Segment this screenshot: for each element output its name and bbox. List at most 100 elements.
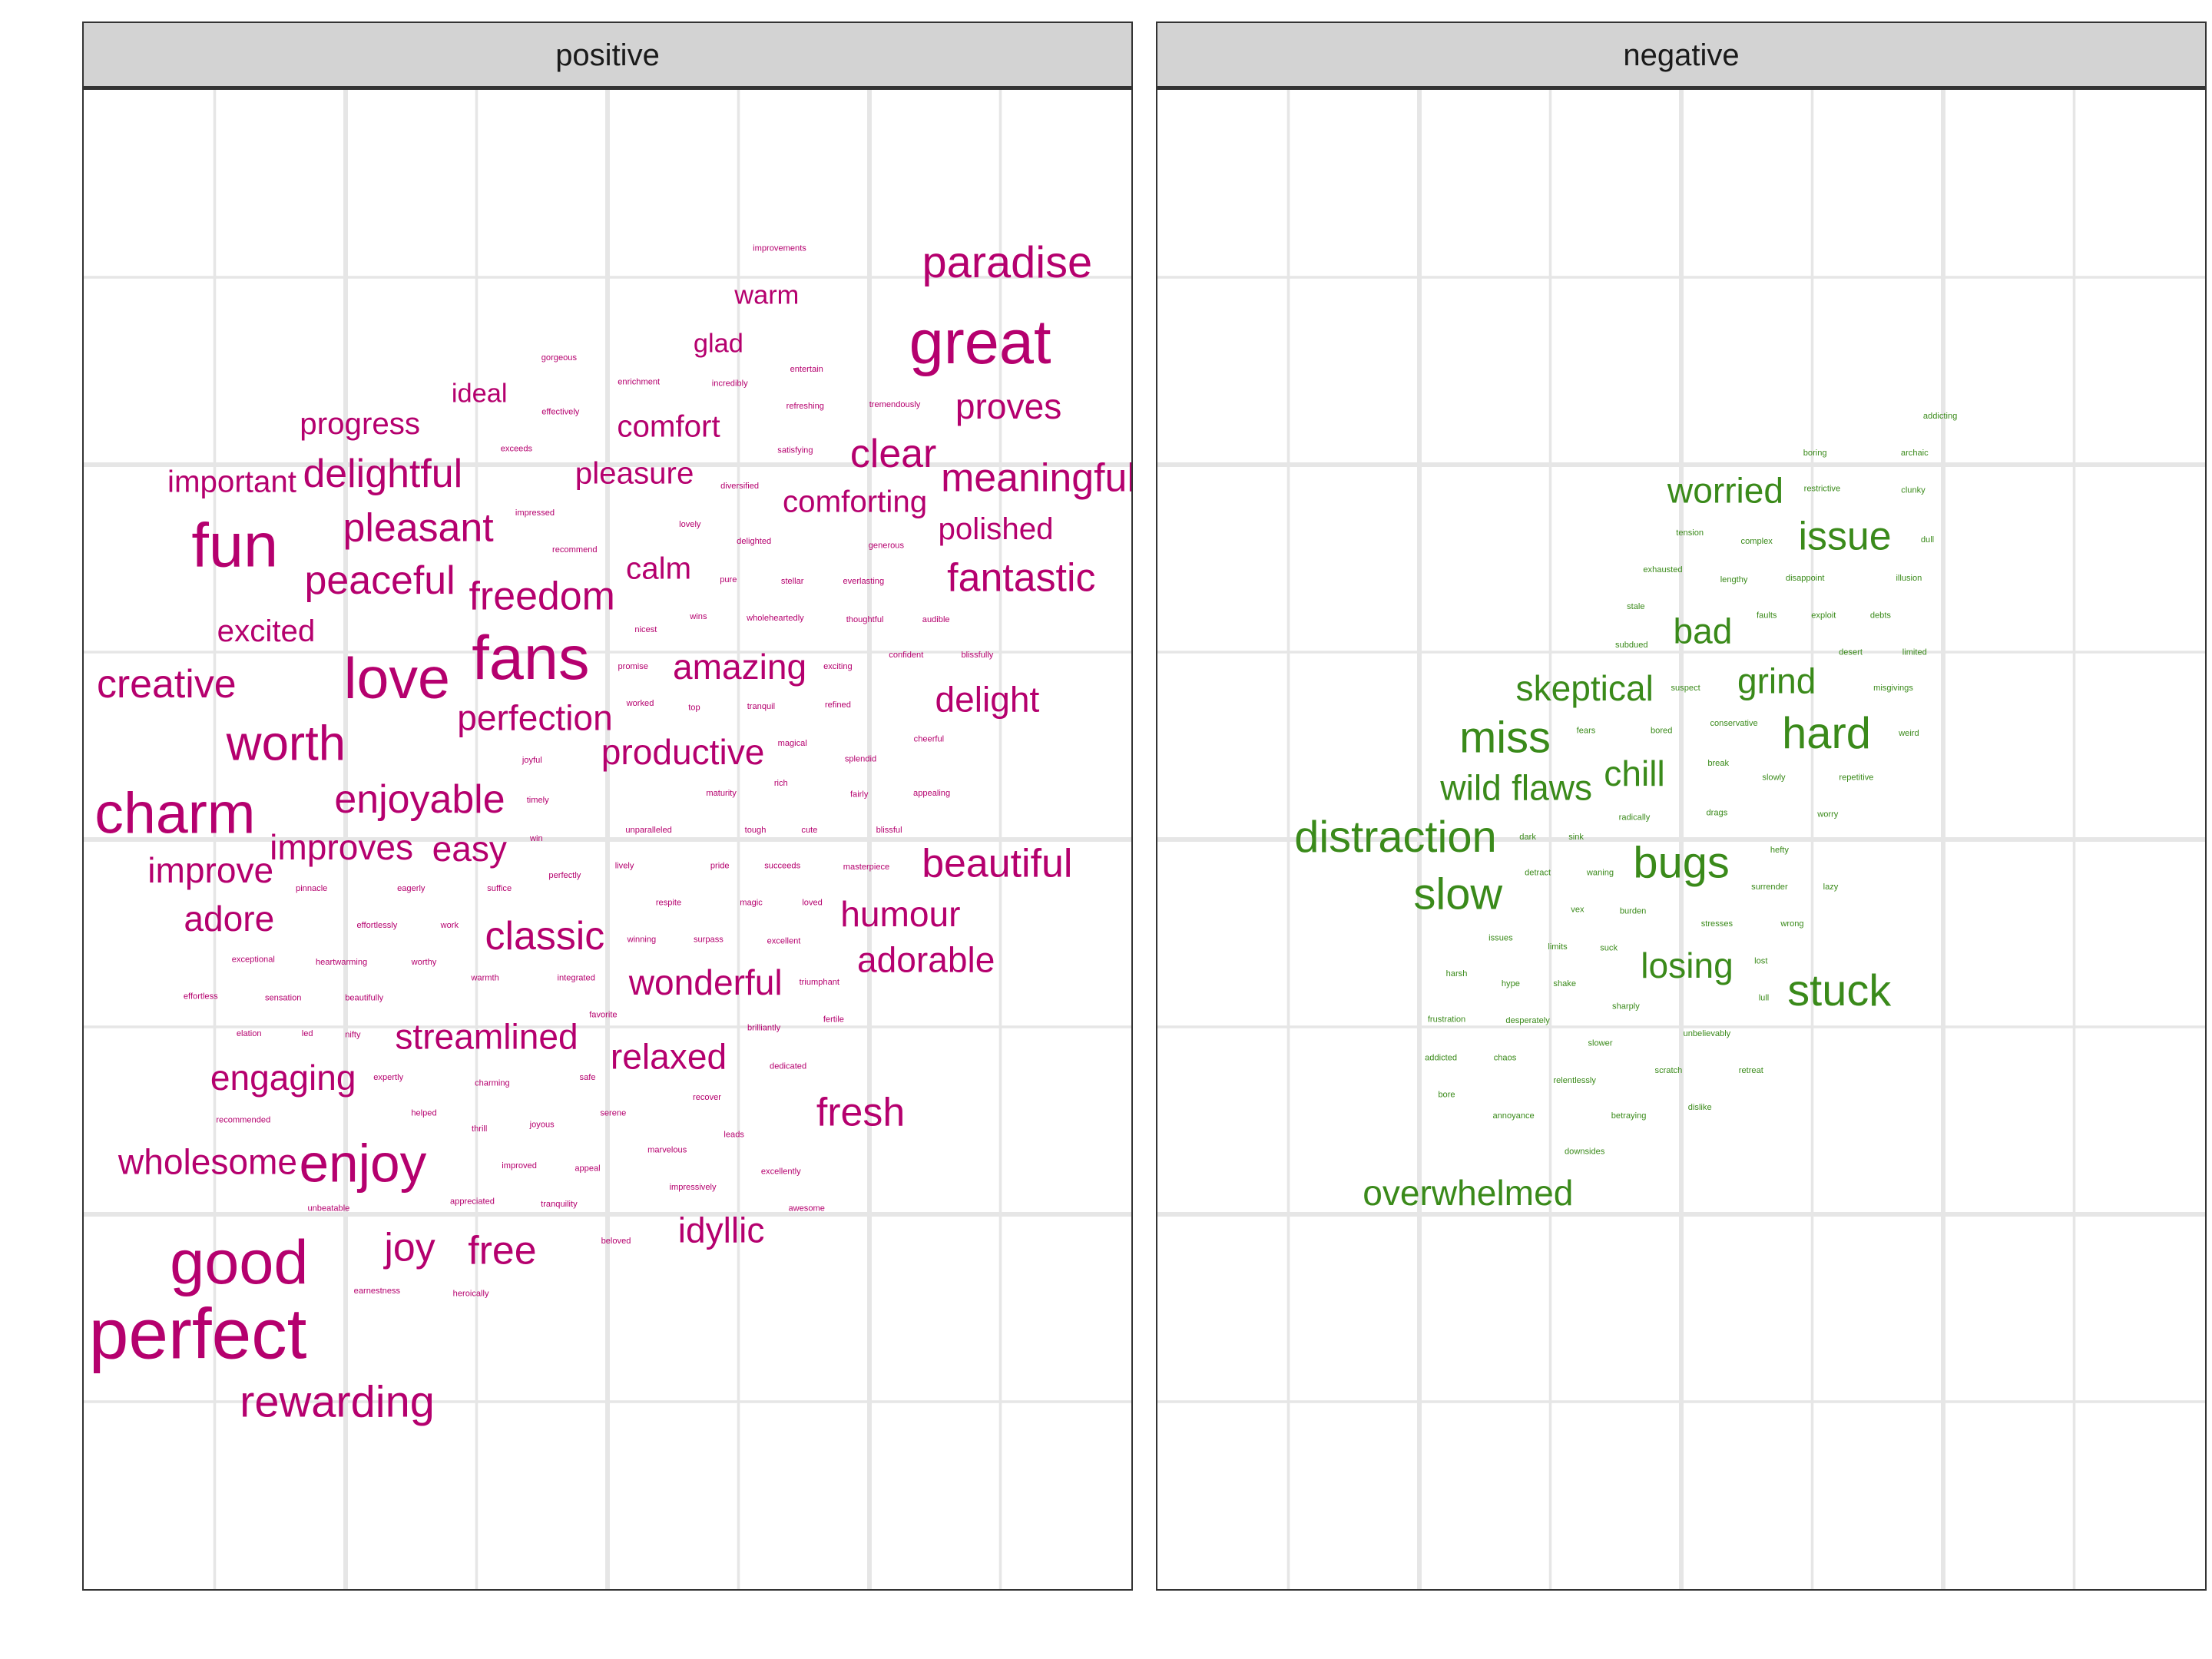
word-positive: delighted (737, 537, 771, 546)
word-positive: tough (745, 826, 767, 835)
word-positive: refreshing (786, 402, 824, 411)
word-positive: stellar (781, 577, 804, 586)
facet-strip-positive: positive (82, 22, 1133, 88)
word-positive: magic (740, 898, 763, 907)
word-negative: stresses (1701, 919, 1734, 929)
word-positive: great (909, 308, 1051, 377)
word-positive: integrated (558, 974, 595, 983)
word-positive: fans (472, 624, 589, 693)
word-positive: heroically (453, 1290, 489, 1299)
word-positive: clear (850, 431, 936, 475)
word-positive: peaceful (305, 558, 455, 602)
word-positive: thoughtful (846, 615, 884, 624)
word-positive: audible (922, 615, 950, 624)
word-positive: creative (97, 661, 237, 706)
word-negative: debts (1870, 611, 1892, 620)
word-negative: disappoint (1786, 574, 1825, 583)
word-positive: diversified (720, 482, 759, 491)
word-positive: charming (475, 1079, 510, 1088)
word-positive: enjoyable (334, 777, 505, 821)
word-positive: excellently (761, 1167, 801, 1176)
word-negative: losing (1641, 945, 1733, 985)
word-positive: loved (802, 898, 823, 907)
word-positive: free (468, 1227, 536, 1272)
word-positive: comfort (617, 409, 720, 444)
word-negative: slowly (1762, 773, 1786, 782)
word-positive: cute (801, 826, 817, 835)
word-negative: overwhelmed (1363, 1173, 1573, 1213)
word-positive: helped (411, 1109, 436, 1118)
word-negative: sharply (1612, 1002, 1640, 1012)
word-positive: unbeatable (307, 1204, 349, 1214)
word-negative: desert (1839, 648, 1863, 657)
word-negative: bore (1438, 1090, 1455, 1099)
word-negative: faults (1757, 611, 1777, 620)
word-negative: bad (1673, 611, 1732, 651)
word-positive: adore (184, 899, 274, 939)
word-positive: recommended (216, 1116, 270, 1125)
word-positive: wholesome (118, 1141, 297, 1181)
word-negative: suspect (1671, 684, 1700, 693)
word-positive: easy (432, 829, 507, 869)
word-positive: refined (825, 700, 851, 710)
word-positive: improve (147, 850, 273, 890)
facet-negative: negative addicting boring archaic worried re… (1156, 22, 2207, 1591)
word-negative: hard (1782, 709, 1871, 758)
word-positive: incredibly (712, 379, 748, 389)
word-positive: proves (955, 386, 1061, 426)
word-positive: wins (689, 612, 707, 621)
word-negative: tension (1676, 528, 1704, 538)
word-negative: complex (1741, 537, 1773, 546)
word-negative: repetitive (1839, 773, 1873, 782)
word-positive: exceeds (501, 445, 533, 454)
word-positive: rewarding (240, 1377, 435, 1426)
word-positive: humour (840, 894, 960, 934)
word-negative: fears (1577, 726, 1596, 735)
word-negative: lengthy (1720, 575, 1748, 584)
word-negative: dark (1519, 833, 1536, 842)
word-negative: wrong (1780, 919, 1803, 929)
word-negative: lost (1754, 956, 1767, 965)
word-negative: desperately (1505, 1016, 1550, 1025)
word-negative: skeptical (1516, 668, 1654, 708)
word-positive: winning (627, 935, 657, 945)
word-positive: magical (778, 739, 807, 748)
word-positive: tranquil (747, 702, 775, 711)
word-negative: annoyance (1492, 1111, 1534, 1121)
word-positive: gorgeous (541, 353, 578, 363)
word-positive: paradise (922, 238, 1092, 287)
word-positive: adorable (857, 940, 995, 980)
word-positive: perfect (89, 1294, 307, 1374)
word-negative: limits (1548, 942, 1568, 952)
plot-area-positive: improvements paradise warm great glad gorgeou… (82, 86, 1133, 1591)
word-positive: improved (502, 1161, 537, 1171)
word-negative: harsh (1446, 969, 1468, 979)
word-positive: fairly (850, 790, 869, 800)
word-positive: engaging (210, 1058, 356, 1098)
word-positive: suffice (487, 884, 512, 893)
word-positive: everlasting (843, 577, 884, 586)
word-negative: waning (1586, 869, 1614, 878)
word-positive: tremendously (869, 400, 921, 409)
word-negative: retreat (1739, 1066, 1763, 1075)
word-negative: vex (1571, 906, 1584, 915)
word-negative: worried (1667, 470, 1783, 510)
word-positive: timely (527, 796, 549, 805)
word-positive: blissfully (961, 651, 993, 660)
word-positive: excited (217, 614, 316, 648)
word-positive: good (170, 1228, 308, 1297)
word-positive: progress (300, 406, 420, 441)
word-positive: surpass (694, 935, 724, 945)
word-positive: respite (656, 898, 681, 907)
word-positive: unparalleled (625, 826, 671, 835)
word-negative: betraying (1611, 1111, 1647, 1121)
word-negative: dislike (1688, 1103, 1712, 1112)
word-negative: hefty (1770, 846, 1790, 855)
facet-positive: positive improvements paradise warm great gl… (82, 22, 1133, 1591)
word-positive: charm (94, 781, 255, 846)
word-negative: addicting (1923, 412, 1957, 421)
word-positive: generous (869, 541, 905, 551)
word-positive: worked (626, 699, 654, 708)
word-positive: blissful (876, 826, 902, 835)
word-negative: suck (1600, 944, 1618, 953)
